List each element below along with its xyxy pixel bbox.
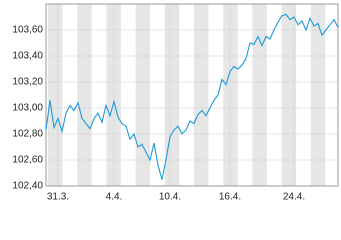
series-line (45, 13, 339, 180)
x-tick-label: 16.4. (219, 192, 241, 203)
shade-band (252, 4, 267, 186)
chart: 102,40 102,60 102,80 103,00 103,20 103,40 103,… (12, 3, 339, 203)
x-tick-label: 24.4. (283, 192, 305, 203)
shade-band (77, 4, 92, 186)
x-tick-label: 4.4. (106, 192, 123, 203)
y-tick-label: 103,60 (12, 25, 43, 36)
y-tick-label: 102,40 (12, 181, 43, 192)
shade-band (194, 4, 209, 186)
y-tick-label: 103,20 (12, 77, 43, 88)
y-tick-label: 102,60 (12, 155, 43, 166)
shade-band (281, 4, 297, 186)
x-tick-label: 31.3. (47, 192, 69, 203)
shade-band (135, 4, 151, 186)
y-tick-label: 103,40 (12, 51, 43, 62)
page: 102,40 102,60 102,80 103,00 103,20 103,40 103,… (12, 3, 339, 203)
y-tick-label: 103,00 (12, 103, 43, 114)
shade-band (310, 4, 326, 186)
shade-band (48, 4, 63, 186)
plot-frame (45, 3, 339, 187)
x-tick-label: 10.4. (159, 192, 181, 203)
y-tick-label: 102,80 (12, 129, 43, 140)
shade-band (164, 4, 180, 186)
